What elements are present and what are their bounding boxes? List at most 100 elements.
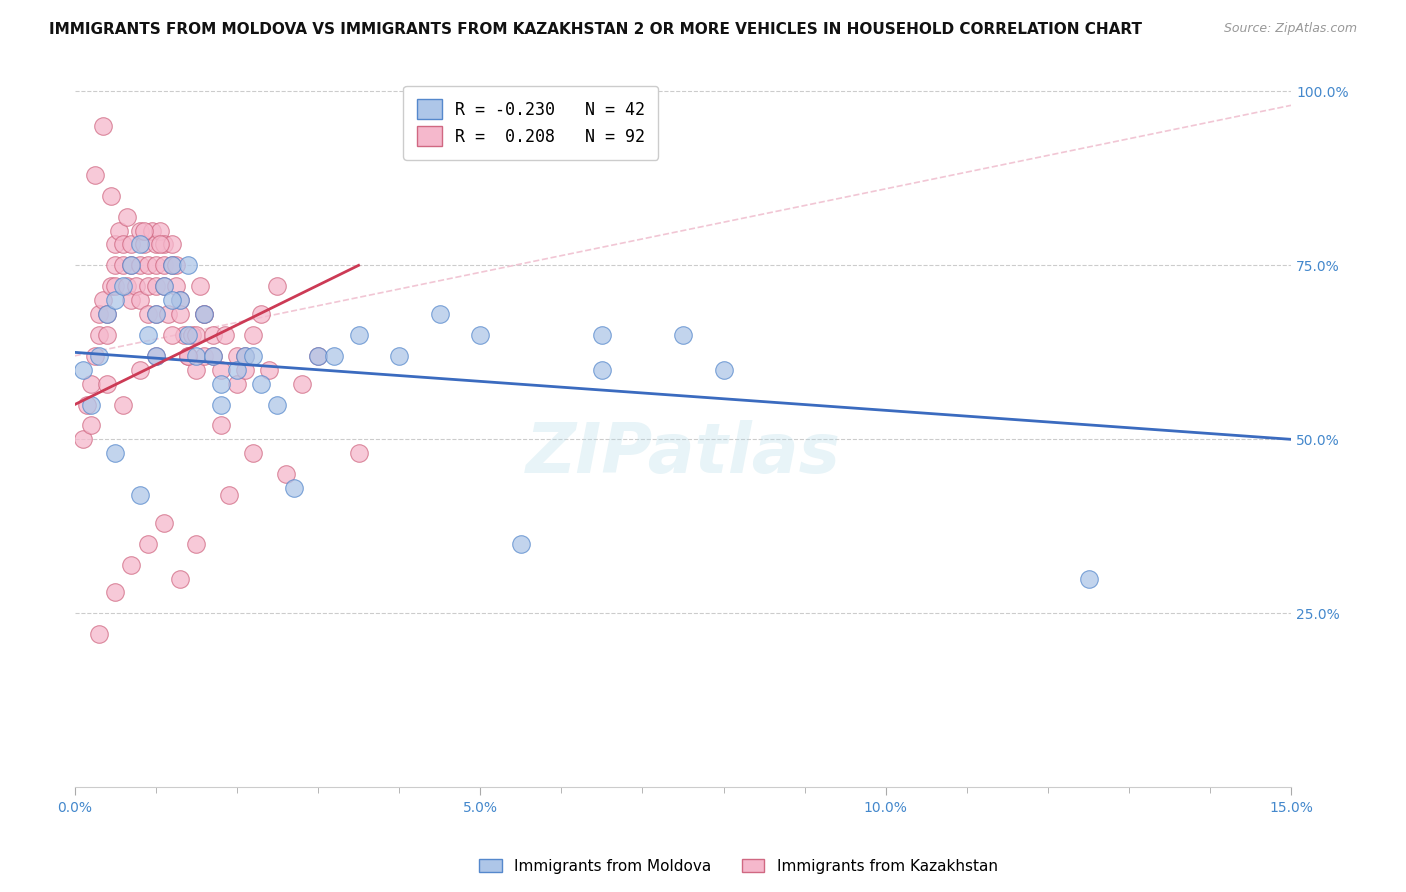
Text: IMMIGRANTS FROM MOLDOVA VS IMMIGRANTS FROM KAZAKHSTAN 2 OR MORE VEHICLES IN HOUS: IMMIGRANTS FROM MOLDOVA VS IMMIGRANTS FR… xyxy=(49,22,1142,37)
Point xyxy=(112,237,135,252)
Point xyxy=(136,307,159,321)
Point xyxy=(209,398,232,412)
Point xyxy=(120,258,142,272)
Point xyxy=(145,349,167,363)
Point xyxy=(193,307,215,321)
Point xyxy=(80,376,103,391)
Point xyxy=(120,237,142,252)
Point xyxy=(186,363,208,377)
Point xyxy=(323,349,346,363)
Point xyxy=(100,279,122,293)
Point xyxy=(141,223,163,237)
Point xyxy=(259,363,281,377)
Point xyxy=(104,585,127,599)
Point xyxy=(160,328,183,343)
Point xyxy=(177,258,200,272)
Point xyxy=(153,237,176,252)
Point xyxy=(186,328,208,343)
Point xyxy=(87,627,110,641)
Point xyxy=(117,279,139,293)
Legend: R = -0.230   N = 42, R =  0.208   N = 92: R = -0.230 N = 42, R = 0.208 N = 92 xyxy=(404,86,658,160)
Point xyxy=(347,446,370,460)
Point xyxy=(128,237,150,252)
Point xyxy=(291,376,314,391)
Point xyxy=(177,328,200,343)
Point xyxy=(169,293,191,308)
Point xyxy=(153,258,176,272)
Point xyxy=(388,349,411,363)
Point xyxy=(104,446,127,460)
Point xyxy=(104,293,127,308)
Point xyxy=(91,293,114,308)
Point xyxy=(225,376,247,391)
Point xyxy=(225,363,247,377)
Point xyxy=(145,349,167,363)
Point xyxy=(160,258,183,272)
Point xyxy=(153,279,176,293)
Point xyxy=(72,433,94,447)
Point xyxy=(347,328,370,343)
Text: Source: ZipAtlas.com: Source: ZipAtlas.com xyxy=(1223,22,1357,36)
Point xyxy=(87,328,110,343)
Point xyxy=(156,307,179,321)
Point xyxy=(209,376,232,391)
Point xyxy=(136,279,159,293)
Point xyxy=(76,398,98,412)
Point xyxy=(201,349,224,363)
Point xyxy=(87,307,110,321)
Point xyxy=(145,237,167,252)
Point xyxy=(128,293,150,308)
Point xyxy=(591,328,613,343)
Point xyxy=(100,188,122,202)
Point xyxy=(112,258,135,272)
Point xyxy=(591,363,613,377)
Point xyxy=(91,119,114,133)
Point xyxy=(120,558,142,572)
Point xyxy=(160,293,183,308)
Point xyxy=(128,488,150,502)
Point xyxy=(145,307,167,321)
Point xyxy=(96,307,118,321)
Point xyxy=(470,328,492,343)
Point xyxy=(108,223,131,237)
Point xyxy=(153,516,176,530)
Legend: Immigrants from Moldova, Immigrants from Kazakhstan: Immigrants from Moldova, Immigrants from… xyxy=(472,853,1004,880)
Point xyxy=(509,537,531,551)
Point xyxy=(145,279,167,293)
Point xyxy=(165,279,187,293)
Point xyxy=(193,307,215,321)
Point xyxy=(96,307,118,321)
Point xyxy=(193,349,215,363)
Point xyxy=(201,328,224,343)
Point xyxy=(149,237,172,252)
Point xyxy=(266,398,288,412)
Point xyxy=(283,481,305,495)
Point xyxy=(96,328,118,343)
Point xyxy=(242,446,264,460)
Point xyxy=(104,279,127,293)
Point xyxy=(225,349,247,363)
Point xyxy=(250,307,273,321)
Point xyxy=(136,328,159,343)
Point xyxy=(250,376,273,391)
Point xyxy=(1077,572,1099,586)
Point xyxy=(128,363,150,377)
Point xyxy=(201,349,224,363)
Point xyxy=(124,279,146,293)
Point xyxy=(193,307,215,321)
Point xyxy=(307,349,329,363)
Point xyxy=(128,258,150,272)
Point xyxy=(87,349,110,363)
Point xyxy=(128,223,150,237)
Point xyxy=(136,537,159,551)
Point xyxy=(177,349,200,363)
Point xyxy=(160,237,183,252)
Point xyxy=(181,328,204,343)
Point xyxy=(72,363,94,377)
Point xyxy=(242,328,264,343)
Point xyxy=(132,237,155,252)
Point xyxy=(80,398,103,412)
Point xyxy=(233,349,256,363)
Point xyxy=(209,363,232,377)
Point xyxy=(117,210,139,224)
